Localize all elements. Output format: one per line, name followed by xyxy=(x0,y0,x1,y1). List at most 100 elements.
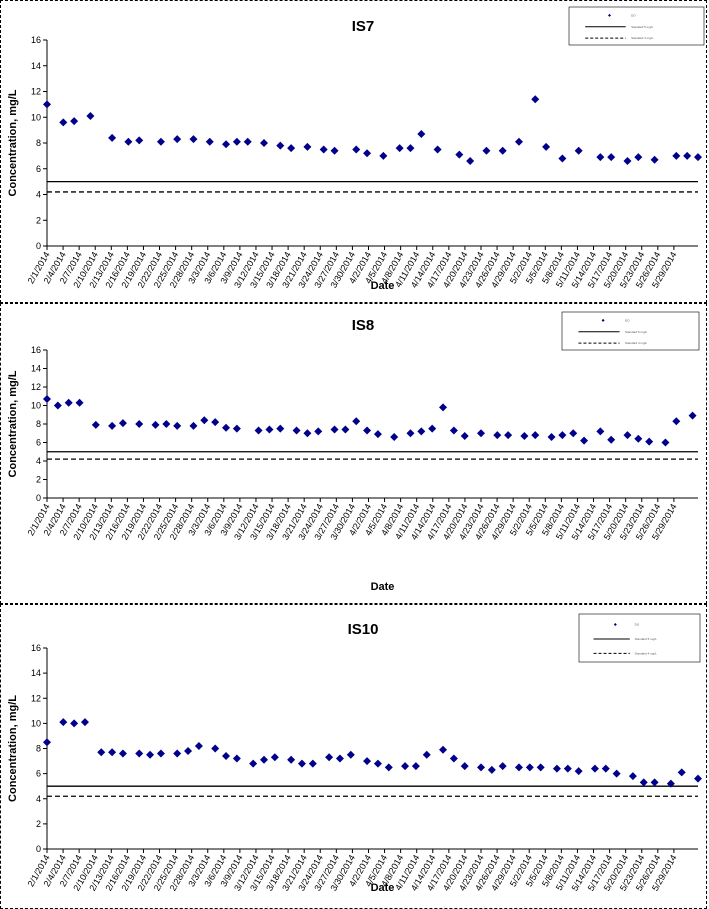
data-point xyxy=(254,426,263,435)
y-tick-label: 10 xyxy=(31,112,41,122)
data-point xyxy=(303,142,312,151)
data-point xyxy=(189,135,198,144)
data-point xyxy=(335,754,344,763)
data-point xyxy=(449,426,458,435)
data-point xyxy=(531,95,540,104)
y-tick-label: 2 xyxy=(36,819,41,829)
data-point xyxy=(650,155,659,164)
y-tick-label: 16 xyxy=(31,35,41,45)
data-point xyxy=(124,137,133,146)
data-point xyxy=(439,745,448,754)
data-point xyxy=(672,417,681,426)
data-point xyxy=(135,420,144,428)
y-tick-label: 14 xyxy=(31,668,41,678)
legend-box xyxy=(561,311,700,351)
legend-label-dashed: Standard 4 mg/L xyxy=(635,651,658,655)
y-tick-label: 0 xyxy=(36,241,41,251)
data-point xyxy=(525,763,534,772)
y-tick-label: 16 xyxy=(31,643,41,653)
data-point xyxy=(569,429,578,438)
data-point xyxy=(314,427,323,436)
y-tick-label: 10 xyxy=(31,718,41,728)
data-point xyxy=(558,431,567,440)
chart-panel-is10: IS10 Concentration, mg/L 0 2 4 6 8 10 12 14 16 2/1/… xyxy=(0,604,707,909)
data-point xyxy=(303,429,312,438)
data-point xyxy=(514,763,523,772)
data-point xyxy=(86,111,95,120)
data-point xyxy=(75,398,84,407)
data-point xyxy=(547,432,556,441)
x-axis-label: Date xyxy=(371,882,395,894)
data-point xyxy=(308,759,317,768)
data-point xyxy=(91,420,100,429)
data-point xyxy=(64,398,73,407)
data-point xyxy=(645,437,654,446)
legend-marker xyxy=(601,318,605,322)
legend-label-solid: Standard 5 mg/L xyxy=(625,330,648,334)
data-point xyxy=(650,778,659,787)
data-point xyxy=(156,137,165,146)
data-point xyxy=(390,432,399,441)
chart-title: IS10 xyxy=(348,621,379,638)
data-point xyxy=(623,431,632,440)
data-point xyxy=(580,436,589,445)
data-point xyxy=(477,429,485,438)
data-point xyxy=(189,421,198,430)
data-point xyxy=(341,425,350,434)
data-point xyxy=(319,145,328,154)
data-point xyxy=(363,757,372,766)
legend-label-dashed: Standard 4 mg/L xyxy=(625,341,648,345)
data-point xyxy=(460,432,469,441)
data-point xyxy=(384,763,393,772)
y-tick-label: 4 xyxy=(36,794,41,804)
data-point xyxy=(80,718,89,727)
data-point xyxy=(379,151,388,160)
data-point xyxy=(330,146,339,155)
data-point xyxy=(59,118,68,127)
legend-label-do: DO xyxy=(631,13,636,17)
data-point xyxy=(222,752,231,761)
data-point xyxy=(173,749,182,758)
data-point xyxy=(97,748,106,757)
data-point xyxy=(661,438,670,447)
data-point xyxy=(265,425,274,434)
data-point xyxy=(531,431,540,440)
data-point xyxy=(634,153,643,162)
data-point xyxy=(146,750,155,759)
data-point xyxy=(498,146,507,155)
data-point xyxy=(439,403,448,412)
data-point xyxy=(422,750,431,759)
data-point xyxy=(542,142,551,151)
data-point xyxy=(477,763,485,772)
data-point xyxy=(406,144,415,153)
data-point xyxy=(536,763,545,772)
data-point xyxy=(222,423,231,432)
y-axis-label: Concentration, mg/L xyxy=(7,89,19,196)
data-point xyxy=(563,764,572,773)
data-point xyxy=(346,750,355,759)
y-tick-label: 0 xyxy=(36,493,41,503)
data-point xyxy=(53,401,62,410)
data-point xyxy=(205,137,214,146)
x-axis-label: Date xyxy=(371,581,395,593)
data-point xyxy=(287,144,296,153)
data-point xyxy=(200,416,209,425)
data-point xyxy=(211,418,220,427)
data-point xyxy=(108,421,117,430)
data-point xyxy=(70,719,79,728)
data-point xyxy=(352,417,361,426)
data-point xyxy=(276,141,285,150)
data-point xyxy=(395,144,404,153)
data-point xyxy=(449,754,458,763)
data-point xyxy=(487,765,496,774)
data-point xyxy=(70,117,79,126)
data-point xyxy=(417,129,426,138)
data-point xyxy=(330,425,339,434)
y-tick-label: 6 xyxy=(36,164,41,174)
data-point xyxy=(162,420,171,428)
chart-panel-is7: IS7 Concentration, mg/L 0 2 4 6 8 10 12 14 16 2/1/2… xyxy=(0,0,707,303)
data-point xyxy=(401,762,410,771)
legend-label-do: DO xyxy=(625,318,630,322)
data-point xyxy=(373,759,382,768)
data-point xyxy=(607,435,616,444)
